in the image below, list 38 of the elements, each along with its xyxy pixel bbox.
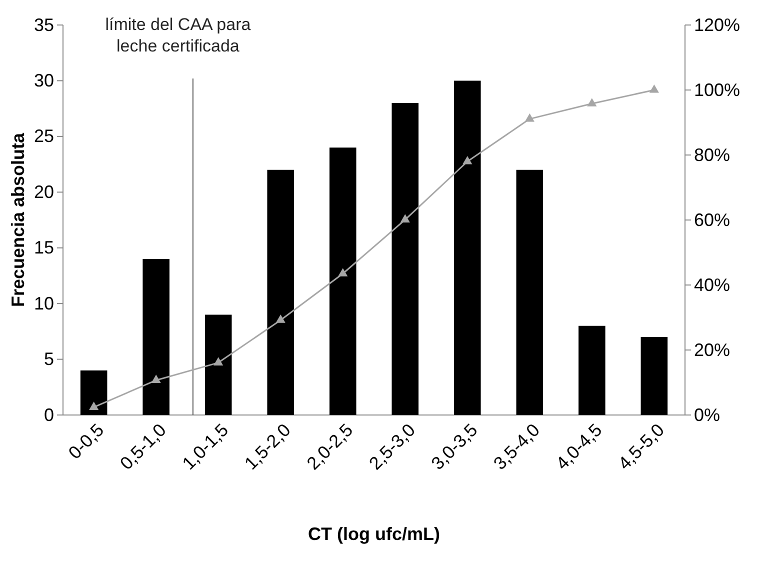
bar (578, 326, 606, 415)
point (89, 402, 99, 410)
point (400, 214, 410, 222)
point (649, 84, 659, 93)
y2-tick-label: 0% (694, 404, 720, 425)
y2-tick-label: 20% (694, 340, 730, 360)
point (524, 113, 534, 122)
y2-tick-label: 80% (694, 144, 730, 165)
y-tick-label: 10 (34, 293, 54, 314)
point (587, 98, 597, 106)
bar (329, 148, 356, 415)
y2-tick-label: 120% (694, 14, 740, 35)
point (338, 268, 348, 276)
y-tick-label: 25 (34, 126, 54, 146)
y2-tick-label: 100% (694, 80, 740, 100)
y2-tick-label: 40% (694, 274, 730, 295)
y-tick-label: 35 (34, 14, 54, 35)
bar (142, 259, 170, 415)
bar (80, 370, 108, 415)
bar (267, 170, 294, 415)
ref-line-label: límite del CAA para leche certificada (105, 15, 252, 56)
bar (640, 337, 668, 415)
y-tick-label: 30 (34, 70, 54, 90)
point (462, 156, 472, 164)
y-tick-label: 5 (44, 349, 54, 370)
y2-tick-label: 60% (694, 210, 730, 230)
y-tick-label: 15 (34, 238, 54, 258)
y-tick-label: 0 (44, 404, 54, 425)
bar (516, 170, 544, 415)
point (214, 357, 224, 366)
point (151, 374, 161, 383)
y-tick-label: 20 (34, 182, 54, 202)
bar (204, 314, 232, 415)
y-axis-title: Frecuencia absoluta (8, 132, 28, 308)
x-axis-title: CT (log ufc/mL) (308, 524, 440, 544)
point (276, 314, 286, 323)
bar (392, 103, 419, 415)
bar (454, 80, 481, 415)
